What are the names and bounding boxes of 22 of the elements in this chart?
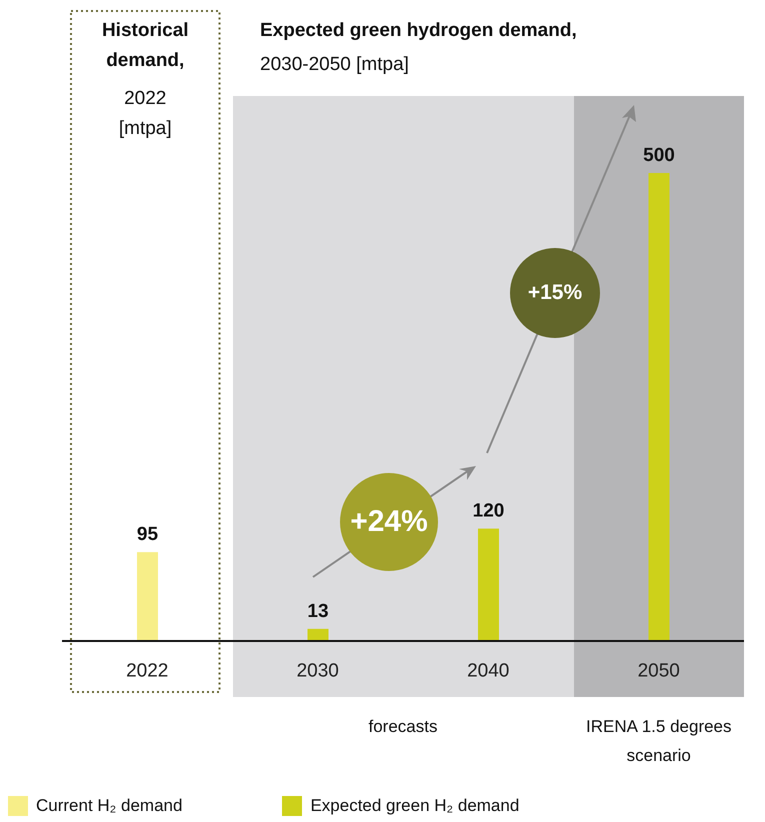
band-label: IRENA 1.5 degrees scenario xyxy=(586,717,732,765)
bar xyxy=(648,173,670,641)
chart-title: Expected green hydrogen demand, xyxy=(260,20,577,41)
data-label: 13 xyxy=(307,600,329,622)
chart-subtitle: 2030-2050 [mtpa] xyxy=(260,54,409,75)
legend-label: Expected green H₂ demand xyxy=(310,796,520,816)
bar xyxy=(308,628,328,641)
data-label: 95 xyxy=(136,524,158,546)
x-tick-label: 2050 xyxy=(638,660,680,682)
bar xyxy=(137,552,158,641)
x-tick-label: 2030 xyxy=(296,660,339,682)
text: 2022 [mtpa] xyxy=(118,88,172,139)
annotation: +15% xyxy=(528,281,582,305)
x-tick-label: 2040 xyxy=(467,660,510,682)
data-label: 500 xyxy=(643,145,675,166)
data-label: 120 xyxy=(472,500,504,522)
band-label: forecasts xyxy=(368,717,438,736)
text: Historical demand, xyxy=(102,20,189,71)
bar xyxy=(478,528,499,641)
annotation: +24% xyxy=(350,505,428,539)
x-tick-label: 2022 xyxy=(126,660,168,682)
legend-label: Current H₂ demand xyxy=(36,796,182,816)
